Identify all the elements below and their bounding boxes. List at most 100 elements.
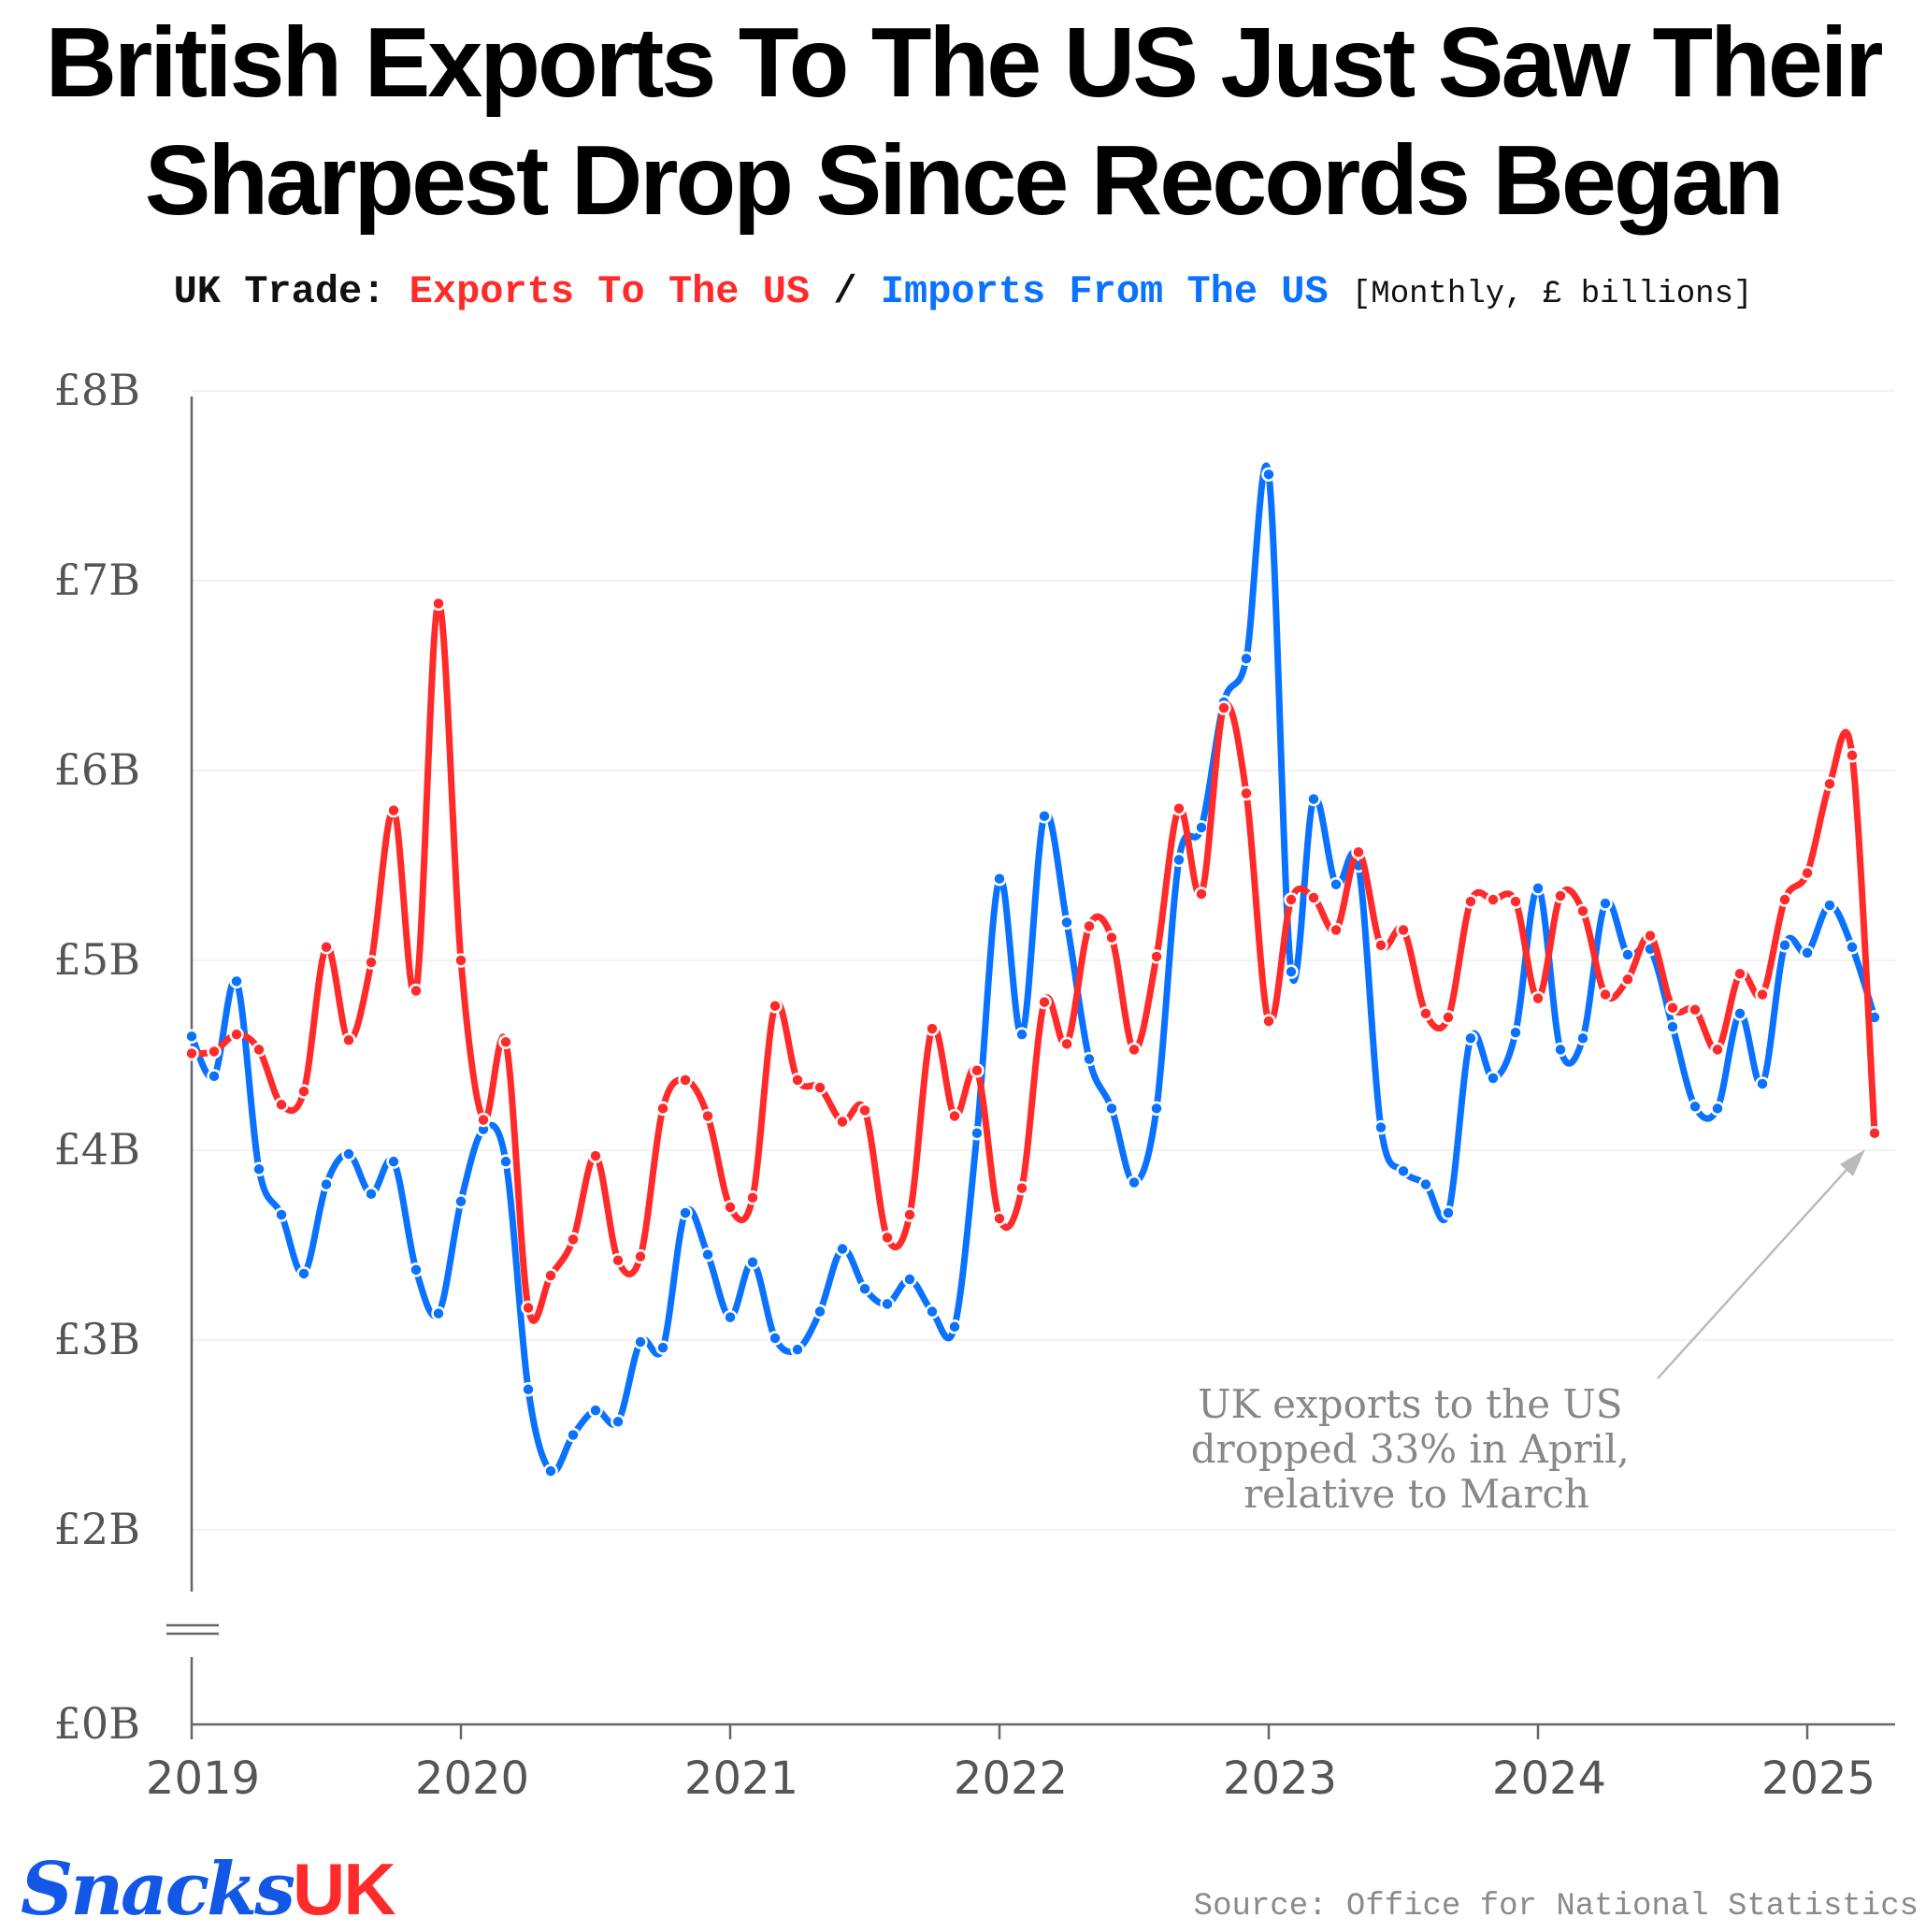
exports-point — [633, 1248, 648, 1264]
x-tick-label: 2022 — [954, 1752, 1068, 1805]
exports-point — [1216, 700, 1231, 715]
exports-point — [1127, 1042, 1142, 1058]
imports-point — [1104, 1101, 1119, 1117]
imports-point — [812, 1304, 827, 1319]
brand-name: Snacks — [21, 1847, 295, 1932]
imports-point — [1239, 651, 1254, 666]
imports-point — [498, 1154, 513, 1169]
imports-point — [1284, 964, 1299, 979]
y-tick-label: £2B — [54, 1504, 140, 1554]
y-tick-label: £7B — [54, 555, 140, 605]
annotation: UK exports to the US dropped 33% in Apri… — [1191, 1149, 1865, 1517]
imports-point — [1777, 938, 1792, 953]
imports-point — [543, 1463, 558, 1478]
y-tick-label: £4B — [54, 1124, 140, 1175]
imports-point — [386, 1154, 401, 1169]
exports-point — [543, 1268, 558, 1283]
exports-point — [1037, 994, 1052, 1010]
imports-point — [1620, 947, 1635, 962]
imports-point — [1755, 1076, 1770, 1091]
x-axis: 2019 2020 2021 2022 2023 2024 2025 — [146, 1723, 1895, 1805]
exports-point — [476, 1112, 491, 1128]
exports-point — [207, 1044, 222, 1060]
exports-point — [1082, 918, 1097, 934]
exports-point — [655, 1101, 670, 1117]
exports-point — [1688, 1002, 1703, 1017]
imports-point — [521, 1382, 536, 1397]
exports-point — [364, 955, 379, 970]
x-tick-label: 2019 — [146, 1752, 260, 1805]
exports-point — [1329, 922, 1344, 938]
imports-point — [902, 1272, 917, 1287]
imports-point — [1261, 467, 1276, 483]
imports-point — [1082, 1051, 1097, 1067]
imports-point — [1800, 945, 1815, 960]
exports-point — [992, 1211, 1007, 1226]
exports-point — [835, 1114, 850, 1130]
imports-point — [655, 1340, 670, 1355]
exports-point — [1575, 903, 1590, 918]
exports-point — [1014, 1180, 1029, 1196]
exports-point — [1306, 890, 1321, 905]
annotation-line-2: dropped 33% in April, — [1191, 1426, 1630, 1472]
imports-point — [947, 1319, 962, 1334]
imports-point — [970, 1125, 985, 1141]
exports-point — [1845, 748, 1860, 763]
exports-point — [1732, 966, 1747, 981]
exports-point — [1643, 928, 1658, 944]
series-layer — [184, 462, 1882, 1478]
exports-point — [1665, 1001, 1680, 1016]
annotation-line-1: UK exports to the US — [1198, 1381, 1623, 1427]
imports-point — [453, 1194, 468, 1209]
exports-point — [1508, 894, 1523, 909]
imports-point — [1127, 1175, 1142, 1190]
imports-point — [1598, 896, 1613, 911]
exports-point — [341, 1032, 356, 1048]
imports-point — [1171, 852, 1186, 868]
imports-point — [364, 1186, 379, 1202]
exports-point — [521, 1300, 536, 1316]
subtitle-prefix: UK Trade: — [173, 269, 386, 314]
exports-point — [229, 1027, 244, 1042]
imports-point — [1575, 1031, 1590, 1045]
exports-point — [252, 1042, 266, 1058]
exports-point — [1171, 800, 1186, 816]
x-tick-label: 2025 — [1761, 1752, 1876, 1805]
y-axis: £0B £2B £3B £4B £5B £6B £7B £8B — [54, 365, 219, 1749]
annotation-text: UK exports to the US dropped 33% in Apri… — [1191, 1381, 1643, 1517]
exports-point — [1553, 888, 1568, 903]
series-exports — [184, 596, 1882, 1324]
exports-point — [1822, 776, 1837, 791]
imports-point — [409, 1262, 424, 1277]
exports-point — [274, 1097, 289, 1113]
annotation-line-3: relative to March — [1243, 1471, 1589, 1517]
imports-point — [1194, 820, 1209, 835]
exports-point — [812, 1080, 827, 1095]
imports-point — [857, 1281, 872, 1296]
exports-line — [188, 599, 1878, 1324]
imports-point — [566, 1427, 581, 1443]
subtitle-separator: / — [833, 269, 857, 314]
exports-point — [1441, 1010, 1456, 1025]
imports-point — [1710, 1101, 1725, 1117]
exports-point — [880, 1230, 895, 1246]
imports-point — [1149, 1101, 1164, 1117]
imports-point — [341, 1146, 356, 1161]
imports-point — [1531, 881, 1545, 896]
exports-point — [453, 953, 468, 968]
imports-point — [229, 973, 244, 989]
exports-point — [1194, 887, 1209, 901]
imports-point — [588, 1403, 603, 1418]
imports-point — [925, 1304, 940, 1319]
exports-point — [1777, 892, 1792, 907]
chart-title-line-2: Sharpest Drop Since Records Began — [144, 125, 1785, 236]
exports-point — [723, 1200, 738, 1215]
exports-point — [1373, 938, 1388, 953]
exports-point — [386, 802, 401, 818]
imports-point — [1329, 877, 1344, 892]
exports-point — [1463, 894, 1478, 909]
exports-point — [1284, 892, 1299, 907]
legend-imports: Imports From The US — [880, 269, 1329, 314]
exports-point — [1059, 1036, 1074, 1052]
